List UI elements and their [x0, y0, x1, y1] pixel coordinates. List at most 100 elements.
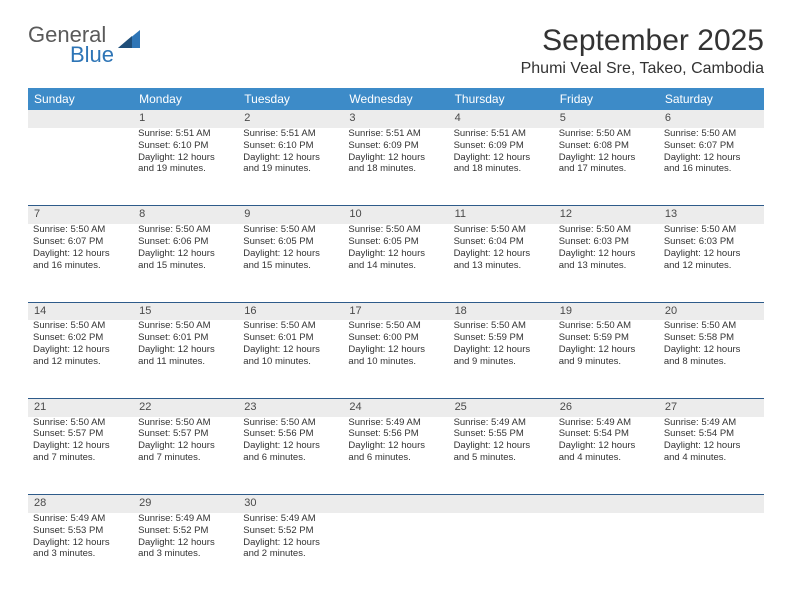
day-cell-line: Sunset: 6:02 PM — [33, 332, 128, 344]
day-cell-content: Sunrise: 5:50 AMSunset: 6:01 PMDaylight:… — [243, 320, 338, 368]
day-number: 12 — [554, 206, 659, 224]
day-cell-line: Sunset: 6:05 PM — [243, 236, 338, 248]
day-cell-line: Sunrise: 5:49 AM — [348, 417, 443, 429]
logo: General Blue — [28, 24, 140, 66]
day-cell-line: Daylight: 12 hours — [559, 152, 654, 164]
day-cell-line: and 6 minutes. — [348, 452, 443, 464]
day-number: 21 — [28, 398, 133, 416]
day-cell-content: Sunrise: 5:50 AMSunset: 6:04 PMDaylight:… — [454, 224, 549, 272]
day-cell: Sunrise: 5:50 AMSunset: 6:01 PMDaylight:… — [238, 320, 343, 398]
day-number-row: 78910111213 — [28, 206, 764, 224]
day-number: 26 — [554, 398, 659, 416]
day-cell-content: Sunrise: 5:50 AMSunset: 6:03 PMDaylight:… — [559, 224, 654, 272]
day-cell-line: Sunrise: 5:49 AM — [664, 417, 759, 429]
day-cell-line: Sunset: 5:56 PM — [243, 428, 338, 440]
day-cell-line: and 15 minutes. — [138, 260, 233, 272]
day-number: 25 — [449, 398, 554, 416]
day-cell-line: Daylight: 12 hours — [243, 152, 338, 164]
day-cell-content: Sunrise: 5:50 AMSunset: 5:56 PMDaylight:… — [243, 417, 338, 465]
day-number-row: 282930 — [28, 495, 764, 513]
week-row: Sunrise: 5:49 AMSunset: 5:53 PMDaylight:… — [28, 513, 764, 591]
day-cell: Sunrise: 5:49 AMSunset: 5:54 PMDaylight:… — [554, 417, 659, 495]
day-cell-content: Sunrise: 5:50 AMSunset: 5:59 PMDaylight:… — [559, 320, 654, 368]
weekday-header: Wednesday — [343, 88, 448, 110]
day-cell-line: Sunrise: 5:50 AM — [243, 320, 338, 332]
day-cell: Sunrise: 5:50 AMSunset: 6:05 PMDaylight:… — [238, 224, 343, 302]
day-cell-line: and 17 minutes. — [559, 163, 654, 175]
day-cell-content: Sunrise: 5:49 AMSunset: 5:52 PMDaylight:… — [138, 513, 233, 561]
day-cell-line: Daylight: 12 hours — [348, 248, 443, 260]
day-cell-content: Sunrise: 5:49 AMSunset: 5:55 PMDaylight:… — [454, 417, 549, 465]
day-number: 9 — [238, 206, 343, 224]
day-cell-content: Sunrise: 5:50 AMSunset: 6:05 PMDaylight:… — [348, 224, 443, 272]
day-cell-content: Sunrise: 5:50 AMSunset: 6:00 PMDaylight:… — [348, 320, 443, 368]
day-cell-line: Sunrise: 5:50 AM — [243, 224, 338, 236]
day-cell — [659, 513, 764, 591]
day-cell: Sunrise: 5:50 AMSunset: 5:59 PMDaylight:… — [554, 320, 659, 398]
day-number: 23 — [238, 398, 343, 416]
month-title: September 2025 — [521, 24, 764, 58]
day-cell-line: and 18 minutes. — [348, 163, 443, 175]
day-cell-line: Sunrise: 5:50 AM — [454, 320, 549, 332]
day-cell-line: Daylight: 12 hours — [559, 440, 654, 452]
day-cell-line: Sunset: 6:04 PM — [454, 236, 549, 248]
day-cell-line: and 11 minutes. — [138, 356, 233, 368]
day-cell-line: Sunrise: 5:50 AM — [454, 224, 549, 236]
day-cell-line: Daylight: 12 hours — [138, 248, 233, 260]
day-cell-content: Sunrise: 5:50 AMSunset: 6:07 PMDaylight:… — [664, 128, 759, 176]
day-cell-line: Daylight: 12 hours — [33, 248, 128, 260]
day-number: 14 — [28, 302, 133, 320]
weekday-header: Tuesday — [238, 88, 343, 110]
day-cell-content: Sunrise: 5:51 AMSunset: 6:10 PMDaylight:… — [243, 128, 338, 176]
day-cell-line: Daylight: 12 hours — [348, 440, 443, 452]
day-cell-line: and 7 minutes. — [138, 452, 233, 464]
day-cell-line: Sunset: 5:58 PM — [664, 332, 759, 344]
day-number: 3 — [343, 110, 448, 128]
day-cell: Sunrise: 5:50 AMSunset: 6:03 PMDaylight:… — [659, 224, 764, 302]
day-cell-line: Daylight: 12 hours — [243, 344, 338, 356]
day-cell-line: Daylight: 12 hours — [138, 440, 233, 452]
day-cell: Sunrise: 5:50 AMSunset: 5:59 PMDaylight:… — [449, 320, 554, 398]
day-cell-content: Sunrise: 5:50 AMSunset: 5:57 PMDaylight:… — [138, 417, 233, 465]
day-cell-content: Sunrise: 5:49 AMSunset: 5:54 PMDaylight:… — [664, 417, 759, 465]
day-number: 11 — [449, 206, 554, 224]
day-cell-line: and 4 minutes. — [664, 452, 759, 464]
day-number: 27 — [659, 398, 764, 416]
day-cell-line: Sunrise: 5:50 AM — [33, 224, 128, 236]
day-number: 24 — [343, 398, 448, 416]
day-cell-line: Sunrise: 5:50 AM — [33, 320, 128, 332]
weekday-header: Friday — [554, 88, 659, 110]
day-cell-content: Sunrise: 5:50 AMSunset: 6:07 PMDaylight:… — [33, 224, 128, 272]
day-cell: Sunrise: 5:50 AMSunset: 6:07 PMDaylight:… — [659, 128, 764, 206]
title-block: September 2025 Phumi Veal Sre, Takeo, Ca… — [521, 24, 764, 78]
day-cell-line: Sunrise: 5:49 AM — [559, 417, 654, 429]
day-cell-line: Sunset: 5:59 PM — [454, 332, 549, 344]
day-cell: Sunrise: 5:50 AMSunset: 5:57 PMDaylight:… — [28, 417, 133, 495]
weekday-header: Sunday — [28, 88, 133, 110]
day-cell-line: Daylight: 12 hours — [33, 440, 128, 452]
day-cell-line: and 13 minutes. — [559, 260, 654, 272]
day-cell-content: Sunrise: 5:50 AMSunset: 5:59 PMDaylight:… — [454, 320, 549, 368]
day-cell: Sunrise: 5:51 AMSunset: 6:10 PMDaylight:… — [133, 128, 238, 206]
day-cell-line: Daylight: 12 hours — [33, 537, 128, 549]
day-cell-line: Sunrise: 5:51 AM — [348, 128, 443, 140]
day-number: 19 — [554, 302, 659, 320]
day-cell-line: Sunrise: 5:49 AM — [138, 513, 233, 525]
day-cell — [449, 513, 554, 591]
day-cell: Sunrise: 5:49 AMSunset: 5:53 PMDaylight:… — [28, 513, 133, 591]
day-cell-line: Sunrise: 5:50 AM — [33, 417, 128, 429]
calendar-table: Sunday Monday Tuesday Wednesday Thursday… — [28, 88, 764, 591]
day-cell-line: and 3 minutes. — [33, 548, 128, 560]
day-cell-line: Daylight: 12 hours — [243, 537, 338, 549]
day-cell: Sunrise: 5:49 AMSunset: 5:55 PMDaylight:… — [449, 417, 554, 495]
day-cell — [554, 513, 659, 591]
day-cell-line: and 3 minutes. — [138, 548, 233, 560]
day-cell-line: and 19 minutes. — [243, 163, 338, 175]
day-number: 4 — [449, 110, 554, 128]
day-cell-line: Sunset: 5:53 PM — [33, 525, 128, 537]
day-number: 16 — [238, 302, 343, 320]
day-number: 7 — [28, 206, 133, 224]
location: Phumi Veal Sre, Takeo, Cambodia — [521, 60, 764, 78]
day-cell-line: Sunset: 5:57 PM — [138, 428, 233, 440]
day-cell-line: and 6 minutes. — [243, 452, 338, 464]
